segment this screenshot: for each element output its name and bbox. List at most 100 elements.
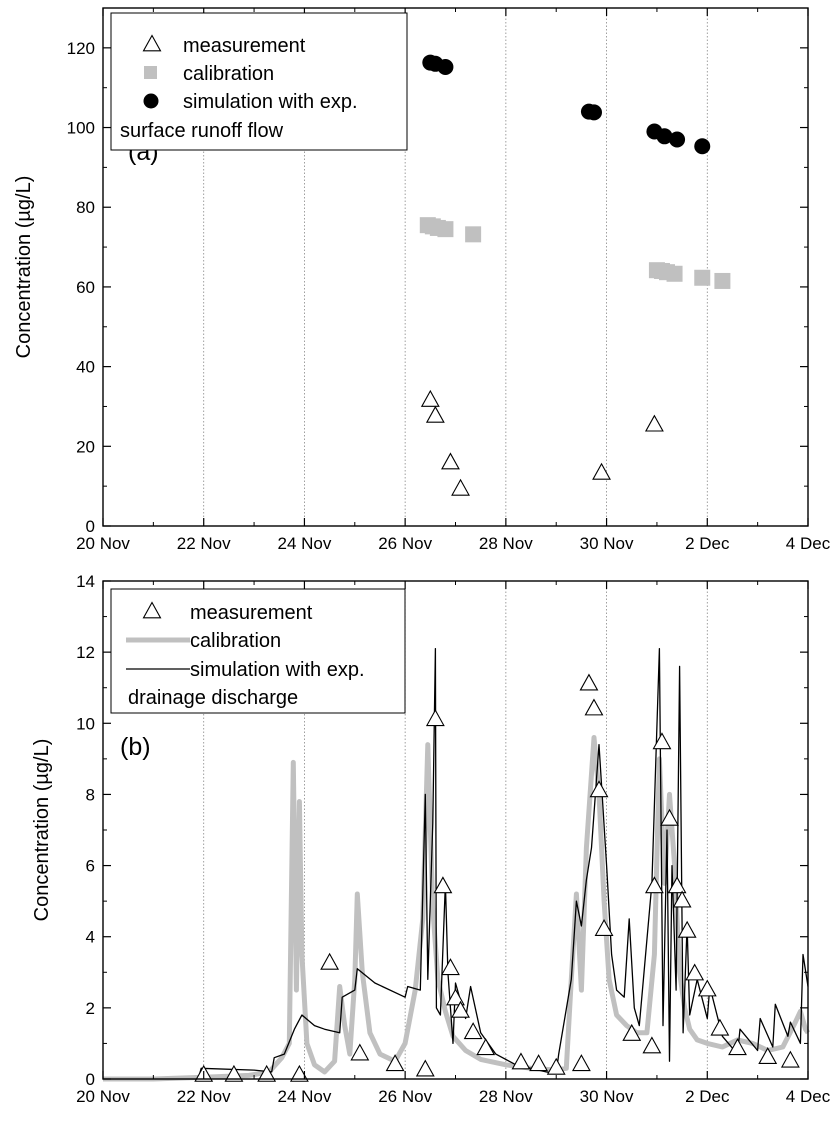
x-tick-label: 24 Nov: [277, 534, 331, 553]
point-measurement: [420, 389, 440, 407]
panel-b: 20 Nov 22 Nov 24 Nov 26 Nov 28 Nov 30 Nov 2 De…: [31, 572, 831, 1106]
legend-measurement-marker: [142, 34, 162, 52]
x-tick-label: 20 Nov: [76, 534, 130, 553]
panel-a-y-axis-label: Concentration (µg/L): [13, 176, 35, 359]
y-tick-label: 12: [76, 643, 95, 662]
point-measurement: [571, 1054, 591, 1072]
point-measurement: [415, 1059, 435, 1077]
legend-triangle-icon: [142, 601, 162, 619]
point-measurement: [584, 698, 604, 716]
y-tick-label: 100: [67, 119, 95, 138]
x-tick-label: 26 Nov: [378, 534, 432, 553]
point-measurement: [589, 780, 609, 798]
point-calibration: [437, 221, 454, 238]
legend-note-drainage-discharge: drainage discharge: [128, 687, 298, 709]
panel-b-label: (b): [120, 733, 151, 761]
x-tick-label: 26 Nov: [378, 1087, 432, 1106]
x-tick-label: 20 Nov: [76, 1087, 130, 1106]
point-measurement: [446, 988, 465, 1006]
series-line-calibration: [103, 735, 811, 1082]
point-measurement: [660, 808, 679, 826]
legend-note-surface-runoff: surface runoff flow: [120, 120, 284, 142]
x-tick-label: 22 Nov: [177, 1087, 231, 1106]
legend-simulation-label: simulation with exp.: [183, 91, 358, 113]
x-tick-label: 28 Nov: [479, 1087, 533, 1106]
point-measurement: [463, 1022, 483, 1040]
legend-measurement-label: measurement: [183, 35, 306, 57]
point-calibration: [714, 272, 731, 289]
y-tick-label: 0: [86, 1070, 95, 1089]
panel-a-legend: measurement calibration simulation with …: [110, 12, 408, 151]
panel-a-legend-box: [110, 12, 408, 151]
point-measurement: [710, 1018, 730, 1036]
panel-b-legend: measurement calibration simulation with …: [110, 588, 406, 714]
panel-b-series: [103, 647, 811, 1082]
point-measurement: [644, 876, 664, 894]
point-measurement: [433, 876, 453, 894]
point-calibration: [465, 226, 482, 243]
point-measurement: [652, 732, 672, 750]
legend-calibration-label: calibration: [190, 630, 281, 652]
x-tick-label: 4 Dec: [786, 1087, 831, 1106]
point-measurement: [594, 918, 614, 936]
point-measurement: [224, 1064, 244, 1082]
point-measurement: [685, 963, 705, 981]
legend-calibration-label: calibration: [183, 63, 274, 85]
point-simulation: [669, 131, 686, 148]
x-tick-label: 4 Dec: [786, 534, 831, 553]
point-measurement: [425, 709, 445, 727]
legend-measurement-label: measurement: [190, 602, 313, 624]
y-tick-label: 4: [86, 928, 95, 947]
point-measurement: [546, 1057, 566, 1075]
point-simulation: [437, 58, 454, 75]
point-simulation: [694, 138, 711, 155]
point-calibration: [694, 269, 711, 286]
panel-b-legend-box: [110, 588, 406, 714]
x-tick-label: 22 Nov: [177, 534, 231, 553]
point-measurement: [425, 405, 445, 423]
point-measurement: [677, 920, 697, 938]
point-measurement: [697, 979, 717, 997]
point-measurement: [451, 1000, 470, 1018]
point-simulation: [656, 128, 673, 145]
point-measurement: [728, 1038, 747, 1056]
point-measurement: [320, 952, 340, 970]
point-measurement: [441, 958, 460, 976]
x-tick-label: 28 Nov: [479, 534, 533, 553]
y-tick-label: 40: [76, 358, 95, 377]
y-tick-label: 10: [76, 714, 95, 733]
point-measurement: [667, 876, 687, 894]
point-measurement: [529, 1054, 549, 1072]
legend-simulation-label: simulation with exp.: [190, 659, 365, 681]
legend-measurement-marker: [142, 601, 162, 619]
x-tick-label: 2 Dec: [685, 1087, 730, 1106]
panel-a-ticks: 20 Nov 22 Nov 24 Nov 26 Nov 28 Nov 30 Nov 2 De…: [67, 8, 831, 553]
point-measurement: [350, 1043, 370, 1061]
panel-b-ticks: 20 Nov 22 Nov 24 Nov 26 Nov 28 Nov 30 Nov 2 De…: [76, 572, 831, 1106]
legend-simulation-marker: [143, 93, 159, 109]
panel-b-y-axis-label: Concentration (µg/L): [31, 739, 53, 922]
panel-a: 20 Nov 22 Nov 24 Nov 26 Nov 28 Nov 30 Nov 2 De…: [13, 7, 831, 553]
point-measurement: [257, 1064, 277, 1082]
point-measurement: [579, 673, 599, 691]
point-measurement: [511, 1052, 531, 1070]
y-tick-label: 0: [86, 517, 95, 536]
point-measurement: [642, 1036, 662, 1054]
point-measurement: [758, 1047, 778, 1065]
x-tick-label: 30 Nov: [580, 1087, 634, 1106]
y-tick-label: 8: [86, 785, 95, 804]
legend-circle-icon: [143, 93, 159, 109]
point-measurement: [451, 478, 470, 496]
y-tick-label: 20: [76, 437, 95, 456]
point-measurement: [672, 890, 692, 908]
point-measurement: [622, 1023, 642, 1041]
panel-a-series: [419, 54, 731, 496]
y-tick-label: 14: [76, 572, 95, 591]
point-measurement: [592, 462, 611, 480]
panel-b-grid: [203, 581, 708, 1079]
y-tick-label: 80: [76, 198, 95, 217]
x-tick-label: 24 Nov: [277, 1087, 331, 1106]
x-tick-label: 2 Dec: [685, 534, 730, 553]
x-tick-label: 30 Nov: [580, 534, 634, 553]
